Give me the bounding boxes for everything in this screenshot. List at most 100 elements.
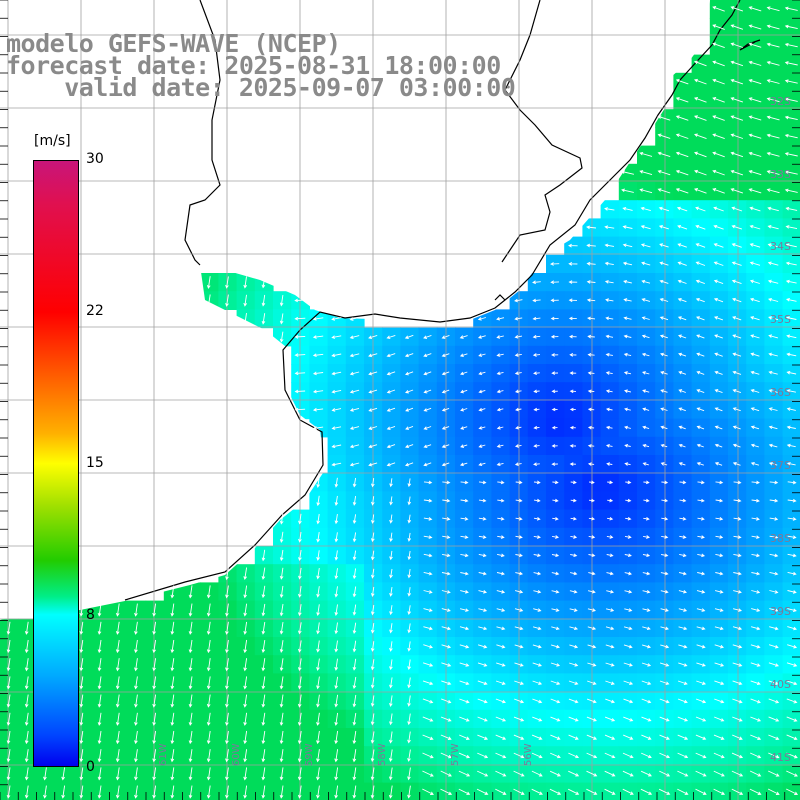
wind-arrow [352, 749, 357, 763]
wind-arrow [550, 662, 561, 667]
wind-arrow [696, 662, 706, 667]
wind-arrow [675, 133, 689, 139]
wind-arrow [732, 389, 742, 394]
wind-arrow [515, 407, 522, 412]
wind-arrow [551, 444, 558, 448]
wind-arrow [370, 785, 375, 799]
wind-arrow [660, 425, 668, 430]
wind-arrow [170, 621, 175, 635]
wind-arrow [97, 694, 102, 708]
wind-arrow [641, 261, 651, 266]
wind-arrow [751, 553, 761, 558]
wind-arrow [570, 571, 578, 576]
speed-cell [527, 782, 547, 800]
wind-arrow [334, 532, 339, 543]
wind-arrow [407, 713, 411, 726]
wind-arrow [316, 622, 320, 635]
wind-arrow [657, 133, 671, 139]
wind-arrow [642, 425, 650, 430]
wind-arrow [423, 535, 433, 539]
wind-arrow [440, 734, 452, 740]
speed-cell [473, 782, 492, 800]
wind-arrow [370, 586, 375, 598]
wind-arrow [605, 298, 614, 302]
wind-arrow [678, 389, 686, 393]
wind-arrow [478, 608, 488, 612]
wind-arrow [316, 513, 320, 525]
wind-arrow [785, 243, 797, 248]
wind-arrow [389, 550, 393, 561]
wind-arrow [750, 389, 760, 393]
wind-arrow [134, 749, 138, 763]
wind-arrow [750, 297, 760, 303]
wind-arrow [660, 407, 668, 412]
wind-arrow [97, 730, 102, 745]
wind-arrow [279, 513, 284, 525]
wind-arrow [641, 352, 650, 357]
wind-arrow [331, 371, 342, 376]
wind-arrow [152, 767, 157, 781]
wind-arrow [643, 498, 650, 503]
wind-arrow [730, 78, 744, 85]
wind-arrow [134, 694, 138, 708]
wind-arrow [604, 770, 616, 777]
wind-arrow [749, 224, 761, 230]
wind-arrow [568, 243, 578, 248]
wind-arrow [206, 676, 211, 690]
wind-arrow [570, 516, 577, 521]
wind-arrow [659, 752, 671, 759]
wind-arrow [407, 514, 412, 524]
wind-arrow [134, 621, 138, 635]
wind-arrow [785, 225, 798, 230]
wind-arrow [79, 639, 84, 654]
wind-arrow [659, 662, 670, 667]
wind-arrow [533, 371, 540, 376]
wind-arrow [586, 225, 597, 230]
wind-arrow [659, 770, 671, 777]
wind-arrow [423, 426, 432, 430]
wind-arrow [334, 586, 339, 598]
wind-arrow [569, 425, 576, 430]
wind-arrow [496, 608, 506, 612]
wind-arrow [713, 752, 725, 759]
wind-arrow [785, 261, 797, 266]
wind-arrow [786, 461, 796, 466]
wind-arrow [589, 480, 595, 485]
wind-arrow [641, 334, 650, 339]
wind-arrow [607, 516, 614, 521]
wind-arrow [243, 294, 248, 307]
wind-arrow [624, 462, 631, 466]
wind-arrow [679, 480, 687, 485]
wind-arrow [134, 767, 138, 781]
wind-arrow [766, 60, 780, 66]
wind-arrow [713, 261, 724, 266]
wind-arrow [625, 516, 632, 521]
wind-arrow [731, 752, 744, 759]
wind-arrow [352, 694, 357, 708]
wind-arrow [750, 752, 762, 759]
wind-arrow [732, 698, 743, 704]
colorbar-tick-max: 30 [86, 151, 104, 167]
wind-arrow [79, 621, 84, 635]
wind-arrow [713, 279, 724, 285]
wind-arrow [768, 716, 780, 722]
wind-arrow [389, 514, 393, 524]
wind-arrow [661, 498, 669, 503]
wind-arrow [750, 443, 760, 448]
wind-arrow [261, 549, 266, 562]
wind-arrow [622, 770, 634, 777]
wind-arrow [294, 407, 306, 412]
wind-arrow [786, 788, 799, 795]
wind-arrow [588, 571, 596, 576]
wind-arrow [550, 644, 561, 649]
wind-arrow [441, 626, 451, 631]
wind-arrow [767, 297, 779, 302]
wind-arrow [748, 24, 762, 30]
wind-arrow [261, 585, 266, 599]
wind-arrow [586, 243, 596, 248]
wind-arrow [568, 770, 580, 777]
wind-arrow [79, 603, 84, 617]
wind-arrow [659, 680, 670, 685]
wind-arrow [767, 243, 779, 248]
wind-arrow [352, 658, 357, 671]
